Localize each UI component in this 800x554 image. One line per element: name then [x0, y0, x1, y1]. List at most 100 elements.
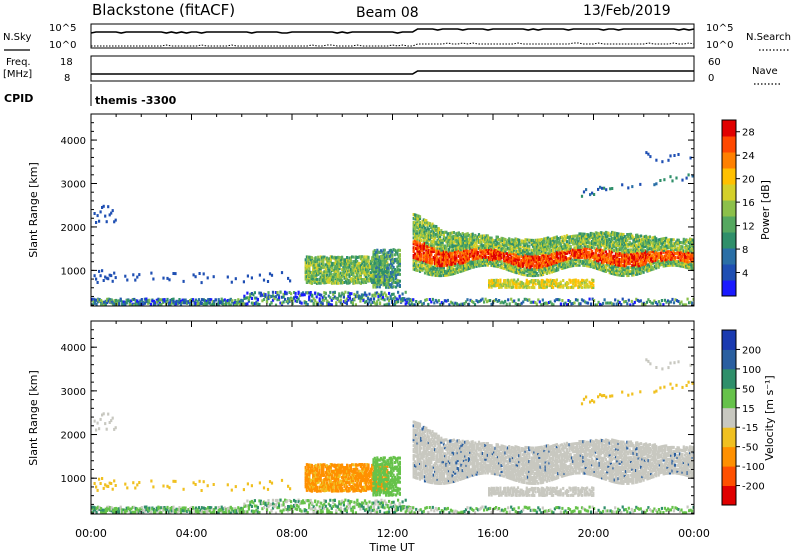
data-cell — [119, 298, 122, 302]
data-cell — [483, 238, 486, 242]
data-cell — [636, 298, 639, 302]
data-cell — [413, 227, 417, 231]
data-cell — [647, 247, 650, 251]
data-cell — [641, 251, 644, 255]
data-cell — [363, 260, 366, 264]
data-cell — [602, 243, 605, 247]
data-cell — [645, 238, 648, 242]
data-cell — [618, 246, 621, 250]
data-cell — [633, 300, 636, 304]
data-cell — [589, 259, 592, 263]
data-cell — [462, 268, 466, 272]
data-cell — [452, 231, 455, 234]
data-cell — [488, 283, 491, 287]
data-cell — [368, 262, 371, 266]
data-cell — [471, 256, 474, 260]
data-cell — [465, 250, 468, 254]
data-cell — [519, 266, 522, 270]
data-cell — [509, 251, 512, 255]
data-cell — [440, 268, 443, 272]
data-cell — [485, 240, 488, 244]
data-cell — [687, 252, 690, 256]
data-cell — [545, 264, 548, 268]
data-cell — [396, 257, 399, 261]
data-cell — [642, 263, 645, 266]
data-cell — [591, 249, 594, 253]
data-cell — [202, 298, 205, 302]
data-cell — [110, 301, 113, 305]
data-cell — [637, 235, 640, 239]
data-cell — [427, 237, 430, 241]
data-cell — [350, 292, 353, 296]
data-cell — [426, 256, 429, 260]
data-cell — [617, 265, 620, 269]
data-cell — [488, 279, 491, 283]
data-cell — [498, 253, 501, 257]
data-cell — [604, 238, 607, 242]
data-cell — [661, 241, 664, 245]
data-cell — [313, 279, 316, 283]
data-cell — [363, 277, 366, 281]
data-cell — [397, 298, 400, 302]
data-cell — [547, 244, 550, 248]
data-cell — [689, 245, 692, 249]
data-cell — [510, 242, 513, 246]
data-cell — [387, 285, 390, 289]
data-cell — [382, 281, 385, 285]
data-cell — [560, 245, 563, 249]
data-cell — [354, 275, 357, 279]
data-cell — [423, 263, 427, 267]
data-cell — [455, 269, 458, 273]
data-cell — [681, 255, 684, 259]
data-cell — [380, 297, 383, 301]
data-cell — [642, 257, 645, 261]
data-cell — [448, 303, 451, 306]
data-cell — [354, 260, 357, 264]
data-cell — [358, 255, 361, 259]
data-cell — [584, 252, 587, 256]
data-cell — [684, 242, 687, 245]
data-cell — [455, 253, 458, 257]
data-cell — [542, 255, 545, 259]
data-cell — [496, 283, 499, 287]
data-cell — [336, 265, 339, 269]
data-cell — [665, 300, 668, 304]
data-cell — [500, 236, 503, 240]
data-cell — [305, 261, 308, 265]
data-cell — [416, 251, 419, 255]
data-cell — [676, 264, 679, 267]
data-cell — [608, 269, 611, 273]
data-cell — [353, 262, 356, 266]
data-cell — [621, 260, 624, 264]
data-cell — [426, 252, 429, 256]
data-cell — [496, 245, 499, 249]
data-cell — [657, 263, 660, 267]
data-cell — [509, 253, 512, 257]
data-cell — [678, 254, 682, 258]
data-cell — [538, 250, 541, 254]
data-cell — [479, 248, 482, 252]
data-cell — [488, 244, 491, 248]
data-cell — [637, 258, 640, 262]
data-cell — [328, 273, 331, 277]
data-cell — [363, 255, 366, 259]
data-cell — [586, 256, 589, 260]
data-cell — [684, 253, 687, 257]
data-cell — [388, 249, 391, 253]
data-cell — [91, 297, 94, 301]
data-cell — [570, 238, 574, 242]
data-cell — [513, 268, 516, 272]
data-cell — [680, 247, 683, 250]
data-cell — [489, 244, 492, 248]
data-cell — [608, 263, 611, 267]
data-cell — [539, 242, 542, 246]
data-cell — [461, 232, 464, 235]
data-cell — [369, 303, 373, 306]
data-cell — [329, 277, 332, 281]
data-cell — [396, 272, 399, 276]
data-cell — [501, 239, 504, 243]
data-cell — [535, 260, 538, 264]
data-cell — [462, 237, 466, 241]
data-cell — [393, 270, 396, 274]
data-cell — [312, 302, 315, 306]
